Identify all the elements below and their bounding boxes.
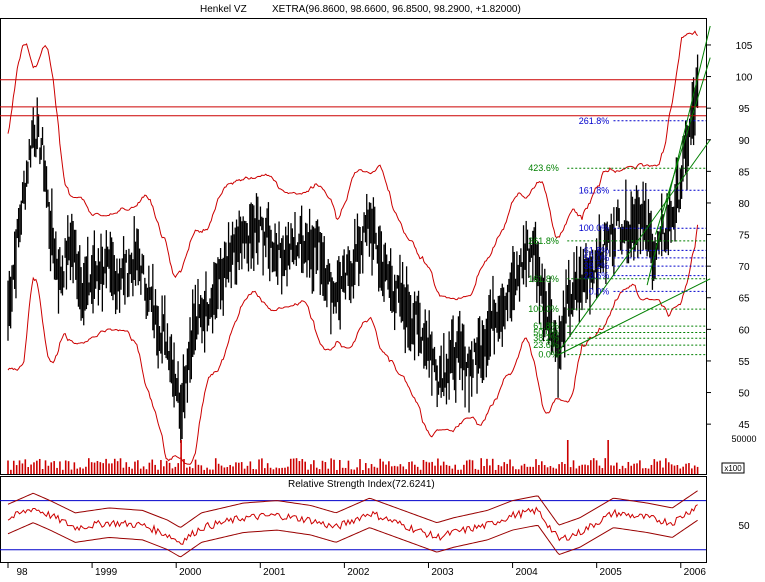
fib-upper-label: 261.8%	[579, 116, 610, 126]
volume-panel	[7, 440, 699, 474]
price-y-tick-label: 90	[738, 136, 750, 147]
x-tick-label: 2001	[263, 567, 286, 577]
fib-lower-label: 50.0%	[533, 328, 559, 338]
price-y-tick-label: 50	[738, 389, 750, 400]
price-y-tick-label: 65	[738, 294, 750, 305]
rsi-line	[7, 504, 698, 545]
price-y-tick-label: 80	[738, 199, 750, 210]
volume-scale-box	[721, 462, 745, 474]
bollinger-upper	[7, 30, 698, 301]
rsi-frame	[0, 476, 707, 563]
fib-lower-label: 100.0%	[528, 304, 559, 314]
price-y-tick-label: 95	[738, 104, 750, 115]
price-y-tick-label: 75	[738, 231, 750, 242]
volume-scale-label: x100	[724, 464, 742, 473]
fib-lower-label: 38.2%	[533, 333, 559, 343]
fib-lower-label: 23.6%	[533, 340, 559, 350]
trend-line	[558, 278, 711, 356]
x-tick-label: 2004	[515, 567, 538, 577]
price-frame	[0, 18, 707, 475]
volume-tick-label: 50000	[731, 434, 756, 444]
trend-line	[655, 57, 711, 235]
fib-lower-label: 423.6%	[528, 163, 559, 173]
price-y-tick-label: 70	[738, 262, 750, 273]
price-y-tick-label: 45	[738, 420, 750, 431]
fib-upper-label: 38.2%	[584, 261, 610, 271]
rsi-y-tick-label: 50	[738, 521, 750, 532]
chart-symbol: Henkel VZ	[200, 4, 247, 15]
fib-upper-label: 61.8%	[584, 245, 610, 255]
x-tick-label: 2002	[347, 567, 370, 577]
rsi-panel	[0, 490, 706, 558]
x-tick-label: 2003	[431, 567, 454, 577]
fib-lower-label: 261.8%	[528, 236, 559, 246]
axes: 45 50 55 60 65 70 75 80 85 90 95 100 105 50000 x100 50 9…	[7, 41, 757, 578]
bollinger-lower	[7, 224, 699, 465]
panel-frames	[0, 18, 707, 563]
x-tick-label: 2000	[179, 567, 202, 577]
fib-lower-label: 161.8%	[528, 274, 559, 284]
rsi-band-lower	[7, 519, 698, 558]
price-y-tick-label: 85	[738, 167, 750, 178]
fib-lower-label: 61.8%	[533, 321, 559, 331]
price-y-tick-label: 60	[738, 325, 750, 336]
fib-upper-label: 50.0%	[584, 253, 610, 263]
trend-line	[646, 25, 711, 286]
x-tick-label: 98	[16, 567, 28, 577]
rsi-title: Relative Strength Index(72.6241)	[288, 479, 435, 490]
rsi-band-upper	[7, 490, 698, 528]
price-y-tick-label: 100	[736, 73, 753, 84]
x-tick-label: 2006	[684, 567, 707, 577]
price-panel: 261.8%161.8%100.0%61.8%50.0%38.2%23.6%0.…	[0, 25, 711, 465]
fib-upper-label: 23.6%	[584, 271, 610, 281]
price-y-tick-label: 55	[738, 357, 750, 368]
price-y-tick-label: 105	[736, 41, 753, 52]
fib-upper-label: 100.0%	[579, 223, 610, 233]
x-tick-label: 2005	[600, 567, 623, 577]
fib-upper-label: 161.8%	[579, 185, 610, 195]
chart-quote: XETRA(96.8600, 98.6600, 96.8500, 98.2900…	[272, 4, 521, 15]
trend-line	[558, 139, 711, 352]
x-tick-label: 1999	[95, 567, 118, 577]
fib-upper-label: 0.0%	[589, 286, 610, 296]
fib-lower-label: 0.0%	[538, 350, 559, 360]
